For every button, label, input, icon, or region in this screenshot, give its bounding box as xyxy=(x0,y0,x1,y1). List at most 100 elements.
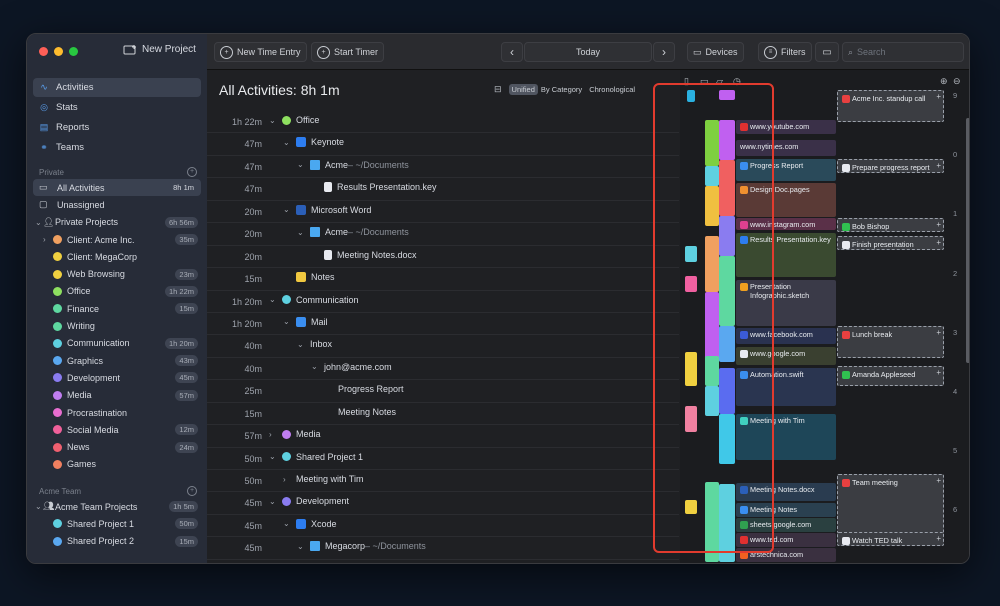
chevron-down-icon[interactable]: ⌄ xyxy=(35,502,42,512)
activity-bar[interactable] xyxy=(719,326,735,362)
zoom-out-icon[interactable]: ⊖ xyxy=(953,76,961,86)
activity-bar[interactable] xyxy=(719,90,735,100)
calendar-event[interactable]: Acme Inc. standup call + xyxy=(837,90,944,122)
mode-chronological[interactable]: Chronological xyxy=(589,85,636,94)
chevron-down-icon[interactable]: ⌄ xyxy=(297,160,304,170)
activity-bar[interactable] xyxy=(719,414,735,464)
toggle-icon[interactable]: ⊟ xyxy=(494,84,502,94)
activity-bar[interactable] xyxy=(705,386,719,416)
chevron-down-icon[interactable]: ⌄ xyxy=(269,452,276,462)
add-icon[interactable]: + xyxy=(936,220,941,229)
sidebar-item-unassigned[interactable]: ▢ Unassigned xyxy=(33,196,201,213)
sidebar-project-item[interactable]: News 24m xyxy=(33,438,201,455)
activity-bar[interactable] xyxy=(685,246,697,262)
nav-item-teams[interactable]: ⚭ Teams xyxy=(33,138,201,157)
next-day-button[interactable]: › xyxy=(653,42,675,62)
activity-bar[interactable] xyxy=(685,276,697,292)
table-row[interactable]: 40m ⌄ john@acme.com xyxy=(207,358,679,381)
table-row[interactable]: 40m ⌄ Inbox xyxy=(207,335,679,358)
activity-bar[interactable] xyxy=(719,484,735,562)
add-private-project-icon[interactable]: + xyxy=(187,167,197,177)
timeline-event[interactable]: www.youtube.com xyxy=(736,120,836,134)
activity-bar[interactable] xyxy=(705,292,719,362)
chevron-down-icon[interactable]: ⌄ xyxy=(269,295,276,304)
close-window-button[interactable] xyxy=(39,47,48,56)
sidebar-project-item[interactable]: Graphics 43m xyxy=(33,352,201,369)
timeline-event[interactable]: Automation.swift xyxy=(736,368,836,406)
add-icon[interactable]: + xyxy=(936,328,941,337)
laptop-icon[interactable]: ▭ xyxy=(700,76,709,86)
calendar-event[interactable]: Team meeting + xyxy=(837,474,944,534)
nav-item-stats[interactable]: ◎ Stats xyxy=(33,98,201,117)
sidebar-project-item[interactable]: Client: MegaCorp xyxy=(33,248,201,265)
chevron-down-icon[interactable]: ⌄ xyxy=(283,519,290,529)
calendar-event[interactable]: Watch TED talk + xyxy=(837,532,944,546)
activity-bar[interactable] xyxy=(719,256,735,326)
timeline-scrollbar[interactable] xyxy=(966,118,969,363)
activity-bar[interactable] xyxy=(705,356,719,386)
activity-bar[interactable] xyxy=(705,166,719,186)
table-row[interactable]: 50m › Meeting with Tim xyxy=(207,470,679,493)
nav-item-reports[interactable]: ▤ Reports xyxy=(33,118,201,137)
timeline-event[interactable]: sheets.google.com xyxy=(736,518,836,532)
new-time-entry-button[interactable]: + New Time Entry xyxy=(214,42,307,62)
add-icon[interactable]: + xyxy=(936,368,941,377)
chevron-down-icon[interactable]: ⌄ xyxy=(297,339,304,349)
folder-icon[interactable]: ▱ xyxy=(716,76,723,86)
table-row[interactable]: 15m Meeting Notes xyxy=(207,403,679,426)
chevron-down-icon[interactable]: ⌄ xyxy=(283,205,290,215)
devices-button[interactable]: ▭ Devices xyxy=(687,42,744,62)
calendar-event[interactable]: Amanda Appleseed + xyxy=(837,366,944,386)
add-team-project-icon[interactable]: + xyxy=(187,486,197,497)
activity-bar[interactable] xyxy=(685,406,697,432)
timeline-event[interactable]: www.facebook.com xyxy=(736,328,836,344)
activity-bar[interactable] xyxy=(687,90,695,102)
timeline-event[interactable]: www.ted.com xyxy=(736,533,836,547)
sidebar-item-private-projects[interactable]: ⌄ 👤︎ Private Projects 6h 56m xyxy=(33,214,201,231)
activity-bar[interactable] xyxy=(685,500,697,514)
timeline-event[interactable]: Progress Report xyxy=(736,159,836,181)
sidebar-item-team-projects[interactable]: ⌄ 👥︎ Acme Team Projects 1h 5m xyxy=(33,498,201,515)
zoom-window-button[interactable] xyxy=(69,47,78,56)
activity-bar[interactable] xyxy=(685,352,697,386)
timeline-event[interactable]: Presentation Infographic.sketch xyxy=(736,280,836,326)
minimize-window-button[interactable] xyxy=(54,47,63,56)
sidebar-project-item[interactable]: Writing xyxy=(33,317,201,334)
table-row[interactable]: 1h 22m ⌄ Office xyxy=(207,111,679,134)
timeline-event[interactable]: Meeting with Tim xyxy=(736,414,836,460)
chevron-down-icon[interactable]: ⌄ xyxy=(269,496,276,506)
sidebar-toggle-button[interactable]: ▭ xyxy=(815,42,839,62)
activity-bar[interactable] xyxy=(705,120,719,166)
add-icon[interactable]: + xyxy=(936,476,941,485)
add-icon[interactable]: + xyxy=(936,534,941,543)
sidebar-project-item[interactable]: Procrastination xyxy=(33,404,201,421)
table-row[interactable]: 45mAutomation.swift xyxy=(207,560,679,563)
timeline-event[interactable]: Design Doc.pages xyxy=(736,183,836,217)
activity-bar[interactable] xyxy=(719,368,735,414)
zoom-in-icon[interactable]: ⊕ xyxy=(940,76,948,86)
activity-bar[interactable] xyxy=(705,482,719,562)
table-row[interactable]: 47m ⌄ Acme – ~/Documents xyxy=(207,156,679,179)
table-row[interactable]: 47m Results Presentation.key xyxy=(207,178,679,201)
calendar-event[interactable]: Lunch break + xyxy=(837,326,944,358)
table-row[interactable]: 20m Meeting Notes.docx xyxy=(207,246,679,269)
chevron-down-icon[interactable]: ⌄ xyxy=(35,217,42,227)
sidebar-project-item[interactable]: Games xyxy=(33,456,201,473)
new-project-button[interactable]: New Project xyxy=(123,44,196,55)
clock-icon[interactable]: ◷ xyxy=(733,76,741,86)
table-row[interactable]: 45m ⌄ Megacorp – ~/Documents xyxy=(207,537,679,560)
mode-unified[interactable]: Unified xyxy=(508,84,538,95)
search-field[interactable]: ⌕ Search xyxy=(842,42,964,62)
timeline-event[interactable]: Meeting Notes.docx xyxy=(736,483,836,501)
chevron-down-icon[interactable]: ⌄ xyxy=(311,362,318,372)
start-timer-button[interactable]: + Start Timer xyxy=(311,42,385,62)
sidebar-item-all-activities[interactable]: ▭ All Activities 8h 1m xyxy=(33,179,201,197)
table-row[interactable]: 20m ⌄ Acme – ~/Documents xyxy=(207,223,679,246)
add-icon[interactable]: + xyxy=(936,238,941,247)
sidebar-team-project-item[interactable]: Shared Project 2 15m xyxy=(33,533,201,550)
activity-bar[interactable] xyxy=(719,216,735,256)
chevron-right-icon[interactable]: › xyxy=(283,474,286,484)
table-row[interactable]: 57m › Media xyxy=(207,425,679,448)
activity-bar[interactable] xyxy=(719,120,735,160)
sidebar-team-project-item[interactable]: Shared Project 1 50m xyxy=(33,515,201,532)
